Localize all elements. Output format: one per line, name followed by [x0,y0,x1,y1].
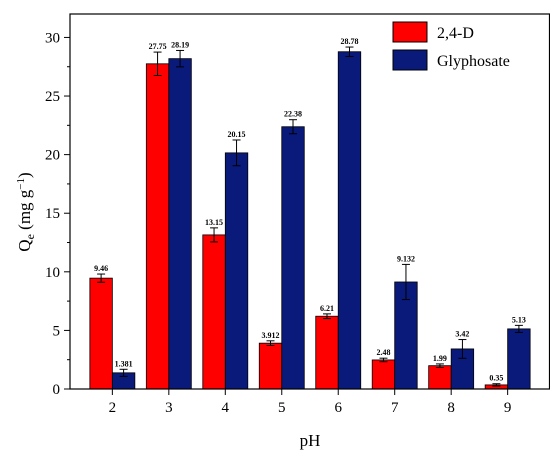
error-bar-2-4-d-ph-7 [379,357,388,363]
y-axis-title-sup: −1 [15,178,27,190]
y-tick-label-5: 5 [53,323,61,339]
data-labels-layer: 9.46 1.381 27.75 28.19 13.15 20.15 3.912 22.38 6… [94,37,526,383]
bar-glyphosate-ph-5 [281,126,305,390]
x-tick-label-8: 8 [447,400,455,416]
error-bar-glyphosate-ph-6 [345,46,354,57]
data-label-2-4-d-ph-9: 0.35 [489,374,503,383]
x-tick-label-6: 6 [334,400,342,416]
x-tick-label-4: 4 [222,400,230,416]
error-bar-2-4-d-ph-9 [492,383,501,387]
y-tick-label-15: 15 [45,206,60,222]
bar-glyphosate-ph-6 [337,51,362,390]
error-bars-layer [97,46,523,387]
y-tick-label-10: 10 [45,265,60,281]
data-label-2-4-d-ph-8: 1.99 [433,354,447,363]
x-tick-label-7: 7 [391,400,399,416]
error-bar-2-4-d-ph-4 [210,227,219,243]
error-bar-2-4-d-ph-3 [153,51,162,77]
data-label-glyphosate-ph-5: 22.38 [284,110,302,119]
error-bar-glyphosate-ph-2 [119,368,128,377]
y-tick-label-30: 30 [45,30,60,46]
y-axis-title: Qe (mg g−1) [15,172,37,251]
data-label-2-4-d-ph-2: 9.46 [94,264,108,273]
y-axis-title-rest: (mg g [15,189,34,234]
bar-2-4-d-ph-7 [371,359,396,390]
bar-2-4-d-ph-2 [89,277,113,390]
bar-2-4-d-ph-6 [315,315,339,390]
bar-glyphosate-ph-4 [224,152,249,390]
x-tick-label-2: 2 [109,400,117,416]
data-label-glyphosate-ph-8: 3.42 [455,330,469,339]
bar-2-4-d-ph-5 [258,342,283,390]
y-tick-label-25: 25 [45,89,60,105]
legend: 2,4-D Glyphosate [392,21,510,71]
error-bar-glyphosate-ph-9 [514,324,523,333]
bar-glyphosate-ph-3 [168,58,192,390]
y-axis-title-end: ) [15,172,34,178]
data-label-glyphosate-ph-2: 1.381 [115,359,133,368]
data-label-glyphosate-ph-9: 5.13 [512,315,526,324]
x-axis-title: pH [300,431,321,450]
error-bar-2-4-d-ph-8 [435,363,444,368]
y-axis-title-base: Q [15,239,34,251]
error-bar-2-4-d-ph-6 [322,313,331,320]
bar-glyphosate-ph-9 [507,328,531,390]
error-bar-glyphosate-ph-4 [232,139,241,167]
error-bar-2-4-d-ph-2 [97,273,106,283]
y-tick-label-0: 0 [53,382,61,398]
legend-label-2-4-d: 2,4-D [437,25,474,42]
data-label-2-4-d-ph-5: 3.912 [262,331,280,340]
y-axis-title-sub: e [23,234,37,239]
plot-frame [69,13,550,390]
x-tick-label-5: 5 [278,400,286,416]
data-label-2-4-d-ph-7: 2.48 [376,348,390,357]
data-label-2-4-d-ph-4: 13.15 [205,218,223,227]
data-label-glyphosate-ph-4: 20.15 [228,130,246,139]
data-label-2-4-d-ph-6: 6.21 [320,304,334,313]
bar-2-4-d-ph-3 [145,63,170,390]
x-tick-label-9: 9 [504,400,512,416]
bars-layer [89,51,531,390]
y-tick-label-20: 20 [45,148,60,164]
error-bar-2-4-d-ph-5 [266,340,275,346]
error-bar-glyphosate-ph-5 [289,119,298,135]
error-bar-glyphosate-ph-7 [401,263,410,301]
data-label-glyphosate-ph-7: 9.132 [397,254,415,263]
error-bar-glyphosate-ph-8 [458,339,467,359]
data-label-2-4-d-ph-3: 27.75 [149,42,167,51]
error-bar-glyphosate-ph-3 [176,49,185,68]
bar-2-4-d-ph-4 [202,234,226,390]
legend-label-glyphosate: Glyphosate [437,53,510,70]
data-label-glyphosate-ph-6: 28.78 [340,37,358,46]
legend-swatch-glyphosate [392,49,428,71]
legend-swatch-2-4-d [392,21,428,43]
x-tick-label-3: 3 [165,400,173,416]
bar-2-4-d-ph-8 [428,365,452,390]
data-label-glyphosate-ph-3: 28.19 [171,40,189,49]
